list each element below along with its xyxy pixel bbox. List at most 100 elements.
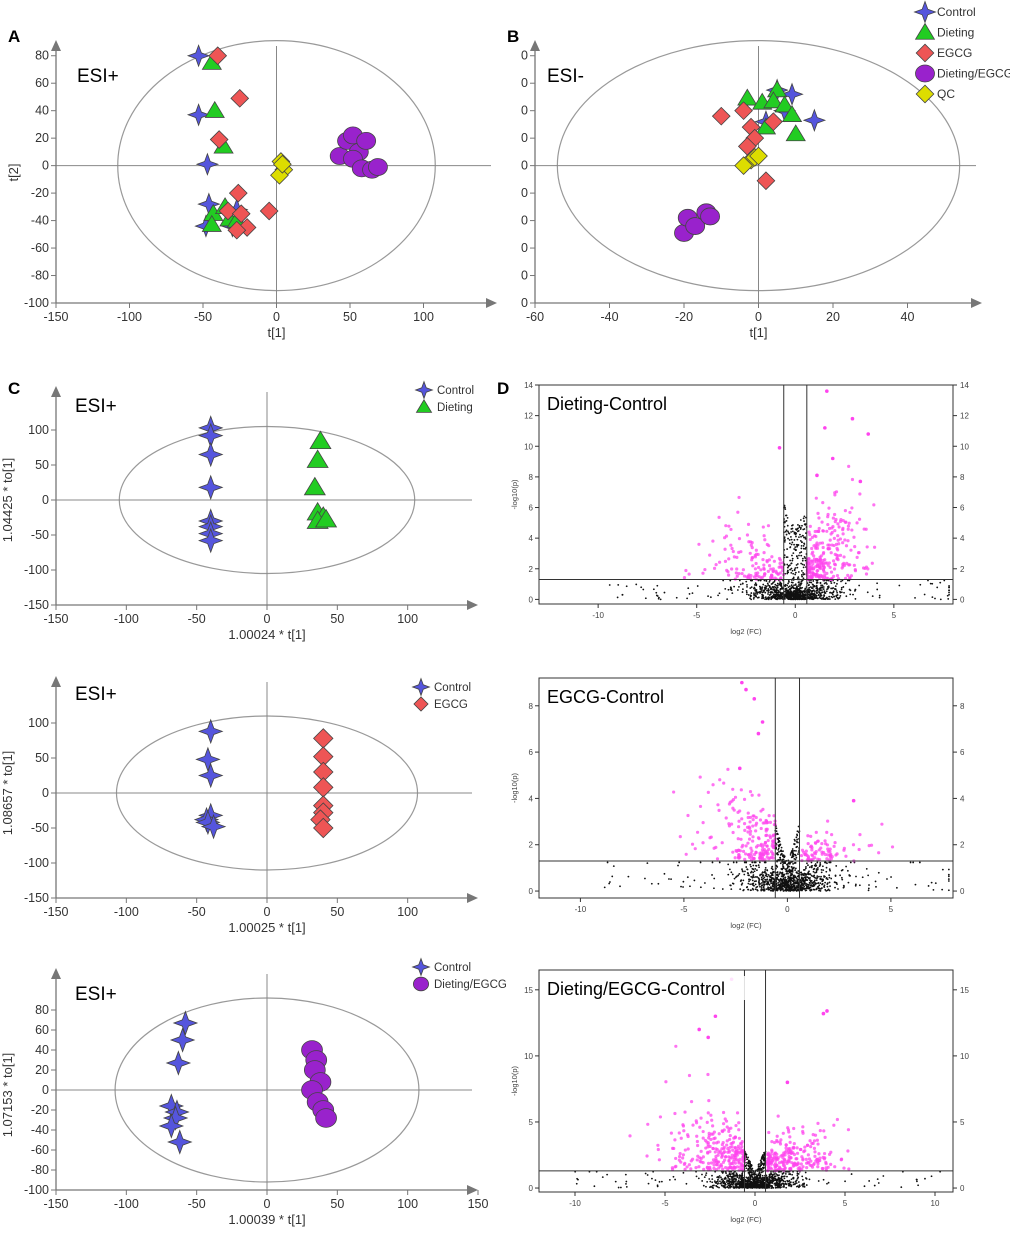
point-sig [842,555,846,559]
point-sig [751,835,755,839]
point-ns [746,1158,749,1161]
point-ns [796,557,799,560]
point-sig [728,1137,732,1142]
point-ns [763,871,766,874]
point-ns [819,597,822,600]
point-ns [685,1182,688,1185]
point-ns [802,572,805,574]
point-sig [712,566,717,570]
point-ns [834,587,836,590]
y-tick-label-left: 2 [529,841,534,850]
point-ns [650,882,653,885]
point-ns [726,1174,728,1177]
point-ns [608,882,611,885]
point-ns [678,861,681,864]
point-ns [810,861,813,864]
point-sig [867,844,871,848]
point-ns [779,591,782,594]
point-ns [793,543,795,546]
point-sig [739,1141,744,1146]
point-ns [819,882,822,885]
y-tick-label-right: 6 [960,748,965,757]
point-ns [753,592,755,595]
point-sig [778,561,782,566]
point-ns [820,875,822,878]
point-control [172,1010,199,1036]
point-ns [624,1173,627,1176]
point-sig [864,565,869,569]
point-ns [874,880,877,883]
point-ns [774,586,777,589]
point-ns [801,563,804,566]
point-sig [762,563,766,567]
point-dieting-egcg [368,158,388,176]
point-ns [787,872,789,875]
point-sig [767,558,772,562]
point-sig [682,576,687,580]
point-ns [757,1166,760,1168]
point-ns [770,590,772,593]
point-ns [793,866,795,869]
point-ns [614,1180,617,1183]
point-ns [835,865,838,867]
point-sig [733,1136,737,1140]
point-sig [683,1167,687,1171]
point-ns [777,881,780,884]
point-ns [815,587,818,590]
point-sig [669,1131,673,1135]
point-ns [803,528,806,530]
point-ns [760,878,763,881]
point-ns [785,520,788,522]
point-ns [789,1181,792,1184]
point-ns [724,587,727,590]
point-sig [689,1100,694,1104]
point-ns [751,1181,754,1184]
point-ns [621,593,624,596]
point-ns [808,873,810,876]
point-sig [828,565,832,569]
point-ns [701,1173,703,1176]
point-sig [792,1126,796,1131]
point-sig [751,824,755,828]
point-ns [749,1162,752,1165]
point-ns [948,586,950,589]
point-ns [813,590,816,593]
point-sig [737,572,741,576]
point-ns [795,1185,798,1188]
point-ns [820,594,823,597]
point-ns [735,1172,738,1175]
point-sig [719,1151,723,1155]
y-tick-label-right: 2 [960,565,965,574]
y-tick-label-right: 0 [960,887,965,896]
point-ns [759,1180,762,1183]
point-sig [847,1167,851,1171]
point-sig [843,509,847,513]
point-ns [798,581,800,583]
point-ns [772,593,775,596]
x-axis-label: t[1] [267,325,285,340]
point-sig [841,532,845,536]
point-ns [756,1179,759,1182]
point-sig [830,833,834,837]
point-ns [924,1177,926,1180]
point-ns [760,1182,763,1184]
point-sig [725,1139,729,1143]
point-ns [797,576,800,579]
point-sig [761,557,765,562]
point-sig [708,836,712,840]
point-ns [703,882,706,884]
point-ns [770,878,773,881]
point-sig [673,1138,677,1142]
point-ns [809,882,811,885]
point-ns [806,862,808,865]
point-sig [734,1152,738,1156]
point-ns [821,865,824,868]
point-ns [619,885,621,888]
point-ns [711,1181,714,1184]
point-ns [815,869,818,872]
point-sig [737,537,742,541]
point-sig [681,1123,685,1127]
y-axis-label: -log10(p) [510,772,519,803]
point-ns [750,889,752,891]
point-ns [796,834,799,837]
